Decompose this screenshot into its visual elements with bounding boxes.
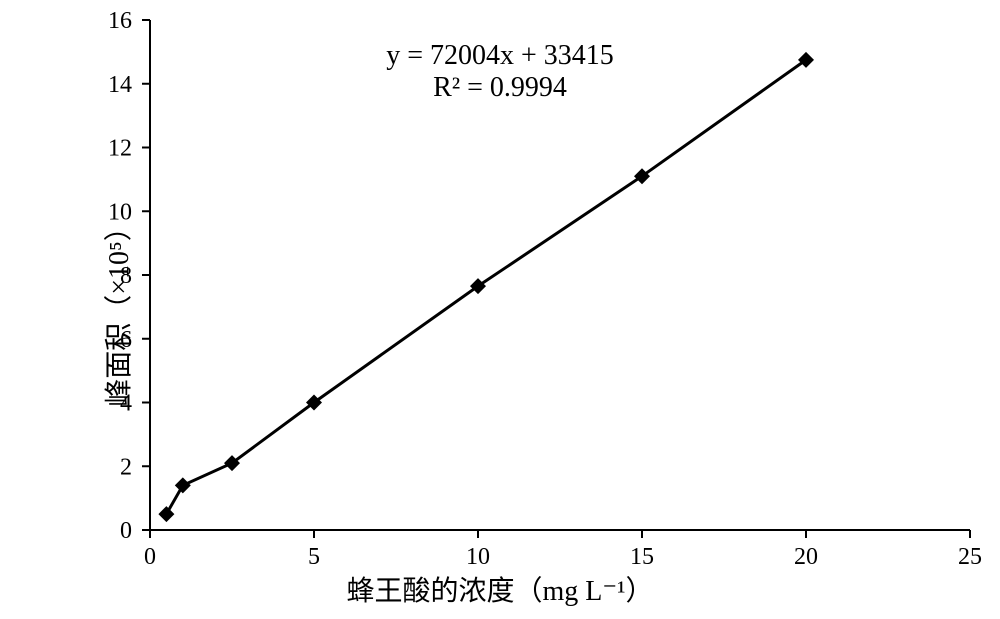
equation-text: y = 72004x + 33415 R² = 0.9994 (340, 40, 660, 104)
svg-text:25: 25 (958, 544, 982, 570)
svg-text:15: 15 (630, 544, 654, 570)
chart-container: 05101520250246810121416 峰面积（×10⁵） 蜂王酸的浓度… (0, 0, 1000, 619)
y-axis-label: 峰面积（×10⁵） (97, 213, 137, 407)
svg-text:14: 14 (108, 72, 132, 98)
svg-text:0: 0 (120, 518, 132, 544)
equation-line-1: y = 72004x + 33415 (340, 40, 660, 72)
x-axis-label: 蜂王酸的浓度（mg L⁻¹） (0, 569, 1000, 609)
svg-text:5: 5 (308, 544, 320, 570)
svg-text:16: 16 (108, 8, 132, 34)
svg-text:2: 2 (120, 454, 132, 480)
svg-text:10: 10 (466, 544, 490, 570)
svg-text:20: 20 (794, 544, 818, 570)
equation-line-2: R² = 0.9994 (340, 72, 660, 104)
svg-text:12: 12 (108, 136, 132, 162)
svg-text:0: 0 (144, 544, 156, 570)
